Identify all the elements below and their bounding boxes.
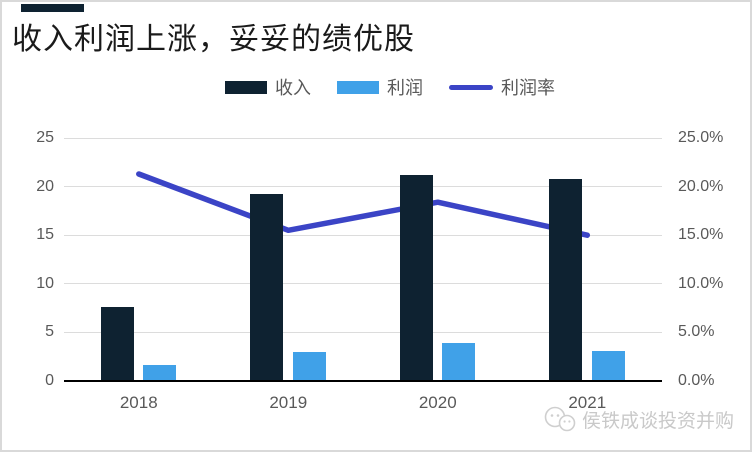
legend-item-profit: 利润 [337,74,423,100]
revenue-bar-2021 [549,178,583,381]
y-axis-right-tick: 0.0% [678,372,715,389]
y-axis-left-tick: 20 [36,177,54,195]
profit-swatch-icon [337,80,379,94]
plot-area [64,137,662,382]
profit-bar-2020 [442,343,476,381]
legend-label-profit: 利润 [387,78,423,98]
y-axis-right-tick: 15.0% [678,226,724,244]
y-axis-right-tick: 20.0% [678,177,724,195]
x-axis-tick-2018: 2018 [119,393,158,412]
profit-bar-2019 [292,351,326,381]
legend-label-revenue: 收入 [275,78,311,98]
revenue-bar-2019 [250,194,284,381]
gridline [64,137,662,139]
legend-item-profit-rate: 利润率 [449,74,555,100]
y-axis-left-tick: 5 [45,323,54,341]
revenue-bar-2018 [100,307,134,381]
y-axis-right-tick: 10.0% [678,274,724,292]
revenue-swatch-icon [225,80,267,94]
chart-legend: 收入 利润 利润率 [16,74,752,100]
y-axis-left-tick: 10 [36,274,54,292]
gridline [64,186,662,188]
revenue-bar-2020 [399,174,433,381]
watermark-text: 侯铁成谈投资并购 [581,411,734,432]
y-axis-left-tick: 0 [45,372,54,389]
gridline [64,331,662,333]
profit-rate-line-swatch-icon [449,84,493,90]
accent-bar [21,4,84,12]
x-axis-tick-2020: 2020 [418,393,457,412]
y-axis-right-tick: 5.0% [678,323,715,341]
profit-bar-2018 [143,365,177,381]
y-axis-left-tick: 25 [36,129,54,146]
gridline [64,234,662,236]
x-axis-line [64,380,662,382]
y-axis-left-tick: 15 [36,226,54,244]
x-axis-tick-2021: 2021 [568,393,607,412]
profit-rate-line [136,171,591,238]
wechat-icon [544,406,576,432]
profit-bar-2021 [591,350,625,381]
y-axis-right-tick: 25.0% [678,129,724,146]
x-axis-tick-2019: 2019 [269,393,308,412]
legend-item-revenue: 收入 [225,74,311,100]
legend-label-profit-rate: 利润率 [501,78,555,98]
chart-title: 收入利润上涨，妥妥的绩优股 [12,23,415,56]
gridline [64,283,662,285]
watermark: 侯铁成谈投资并购 [543,406,734,433]
